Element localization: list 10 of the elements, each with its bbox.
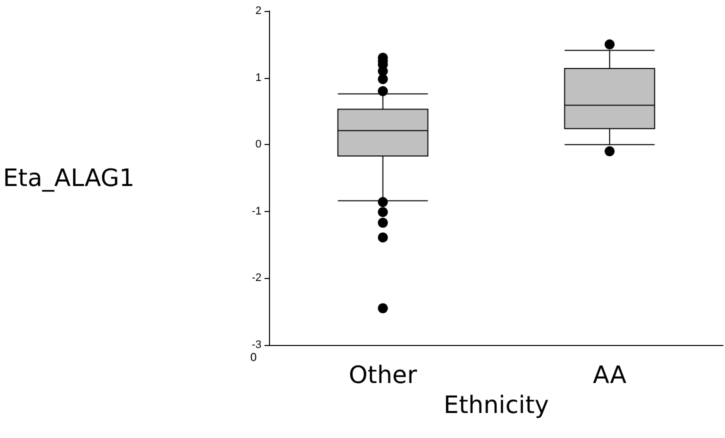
y-tick-label: 0 xyxy=(255,138,262,151)
y-tick-label: -3 xyxy=(252,339,262,351)
y-tick-label: -2 xyxy=(252,272,262,284)
x-tick-label: Other xyxy=(348,361,418,389)
x-axis-title: Ethnicity xyxy=(444,391,549,419)
x-tick-label: AA xyxy=(592,361,627,389)
y-tick-label: 2 xyxy=(255,5,262,17)
y-tick-label: -1 xyxy=(252,205,262,218)
y-axis-title: Eta_ALAG1 xyxy=(3,164,134,192)
y-tick-label: 1 xyxy=(255,72,262,84)
